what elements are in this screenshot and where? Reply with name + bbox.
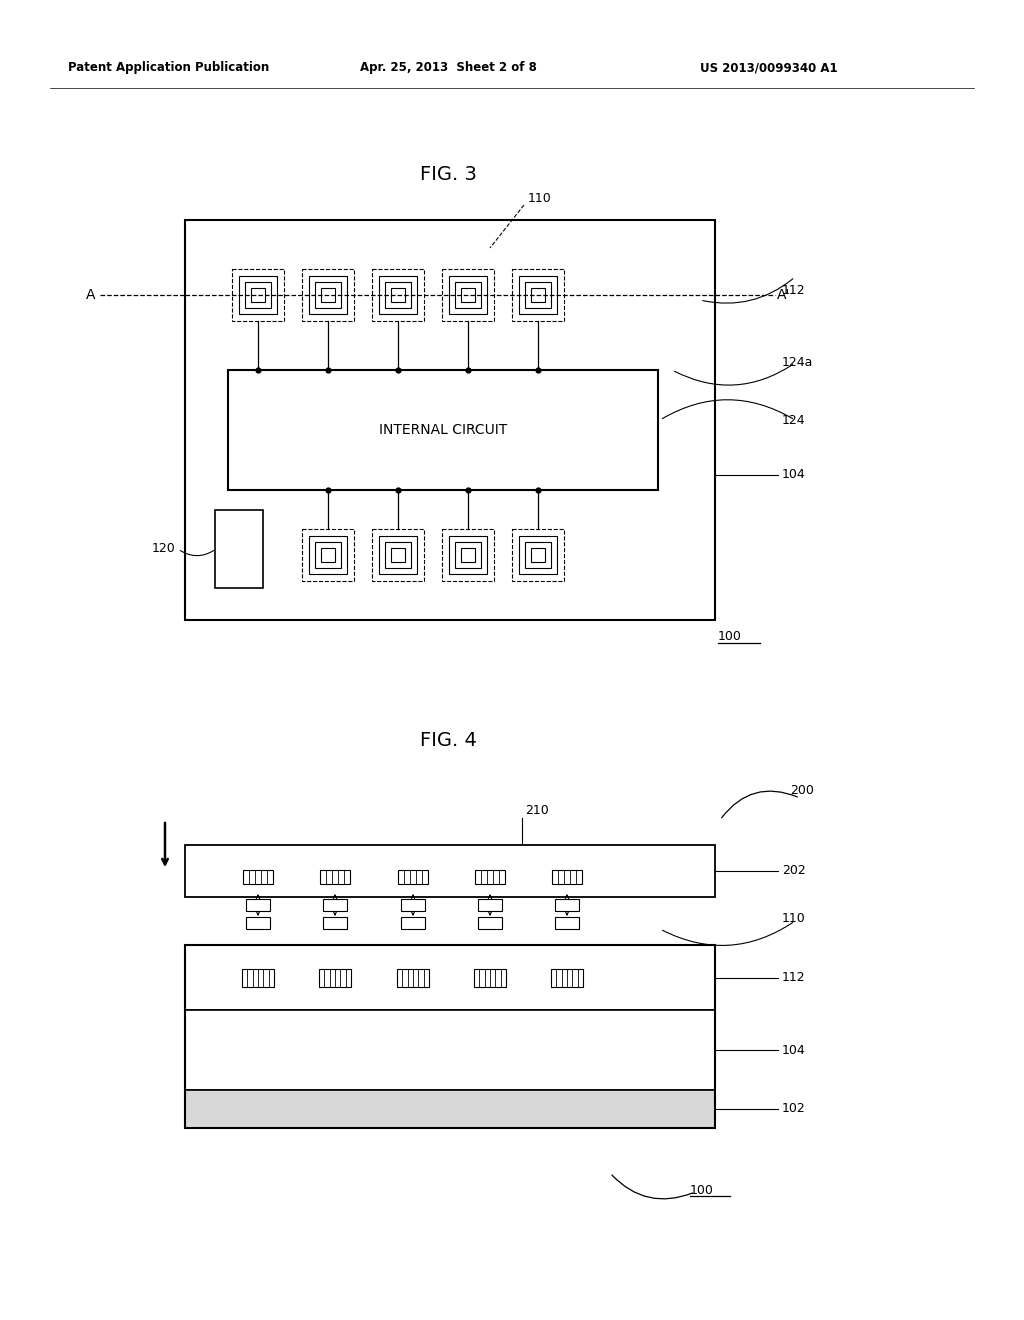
Bar [461, 548, 475, 562]
Bar [240, 276, 276, 314]
Text: 200: 200 [790, 784, 814, 796]
Text: A: A [85, 288, 95, 302]
Bar [315, 282, 341, 308]
Bar [512, 269, 564, 321]
Bar [245, 282, 271, 308]
Text: 100: 100 [690, 1184, 714, 1196]
Bar [455, 543, 481, 568]
Bar [309, 536, 347, 574]
Bar [323, 917, 347, 929]
Text: 120: 120 [152, 543, 175, 556]
Bar [555, 917, 579, 929]
Bar [302, 529, 354, 581]
Text: 110: 110 [782, 912, 806, 925]
Bar [251, 288, 265, 302]
Bar [552, 870, 582, 884]
Bar [555, 899, 579, 911]
Bar [379, 536, 417, 574]
Text: FIG. 3: FIG. 3 [420, 165, 477, 185]
Text: FIG. 4: FIG. 4 [420, 730, 477, 750]
Text: 104: 104 [782, 1044, 806, 1056]
Text: 104: 104 [782, 469, 806, 482]
Bar [385, 543, 411, 568]
Text: 210: 210 [525, 804, 549, 817]
Text: 202: 202 [782, 865, 806, 878]
Bar [519, 536, 557, 574]
Bar [525, 543, 551, 568]
Bar [379, 276, 417, 314]
Bar [401, 917, 425, 929]
Text: 112: 112 [782, 284, 806, 297]
Bar [232, 269, 284, 321]
Bar [185, 1090, 715, 1129]
Bar [372, 269, 424, 321]
Bar [512, 529, 564, 581]
Text: Patent Application Publication: Patent Application Publication [68, 62, 269, 74]
Bar [401, 899, 425, 911]
Text: 100: 100 [718, 631, 741, 644]
Bar [185, 945, 715, 1129]
Bar [321, 548, 335, 562]
Bar [323, 899, 347, 911]
Bar [519, 276, 557, 314]
Bar [455, 282, 481, 308]
Bar [246, 899, 270, 911]
Bar [442, 269, 494, 321]
Bar [475, 870, 505, 884]
Bar [530, 548, 545, 562]
Bar [474, 969, 506, 986]
Bar [385, 282, 411, 308]
Bar [442, 529, 494, 581]
Bar [530, 288, 545, 302]
Bar [319, 969, 351, 986]
Bar [185, 220, 715, 620]
Bar [391, 288, 406, 302]
Bar [321, 288, 335, 302]
Text: 102: 102 [782, 1102, 806, 1115]
Text: Apr. 25, 2013  Sheet 2 of 8: Apr. 25, 2013 Sheet 2 of 8 [360, 62, 537, 74]
Bar [185, 845, 715, 898]
Bar [228, 370, 658, 490]
Text: 124a: 124a [782, 356, 813, 370]
Bar [242, 969, 274, 986]
Bar [302, 269, 354, 321]
Bar [450, 536, 486, 574]
Bar [372, 529, 424, 581]
Text: A': A' [777, 288, 791, 302]
Bar [398, 870, 428, 884]
Bar [391, 548, 406, 562]
Bar [551, 969, 583, 986]
Bar [309, 276, 347, 314]
Text: INTERNAL CIRCUIT: INTERNAL CIRCUIT [379, 422, 507, 437]
Bar [319, 870, 350, 884]
Text: 124: 124 [782, 413, 806, 426]
Bar [215, 510, 263, 587]
Bar [185, 1010, 715, 1090]
Bar [315, 543, 341, 568]
Text: 110: 110 [528, 191, 552, 205]
Bar [185, 945, 715, 1010]
Bar [461, 288, 475, 302]
Text: US 2013/0099340 A1: US 2013/0099340 A1 [700, 62, 838, 74]
Bar [246, 917, 270, 929]
Text: 112: 112 [782, 972, 806, 983]
Bar [525, 282, 551, 308]
Bar [478, 899, 502, 911]
Bar [243, 870, 273, 884]
Bar [478, 917, 502, 929]
Bar [397, 969, 429, 986]
Bar [450, 276, 486, 314]
